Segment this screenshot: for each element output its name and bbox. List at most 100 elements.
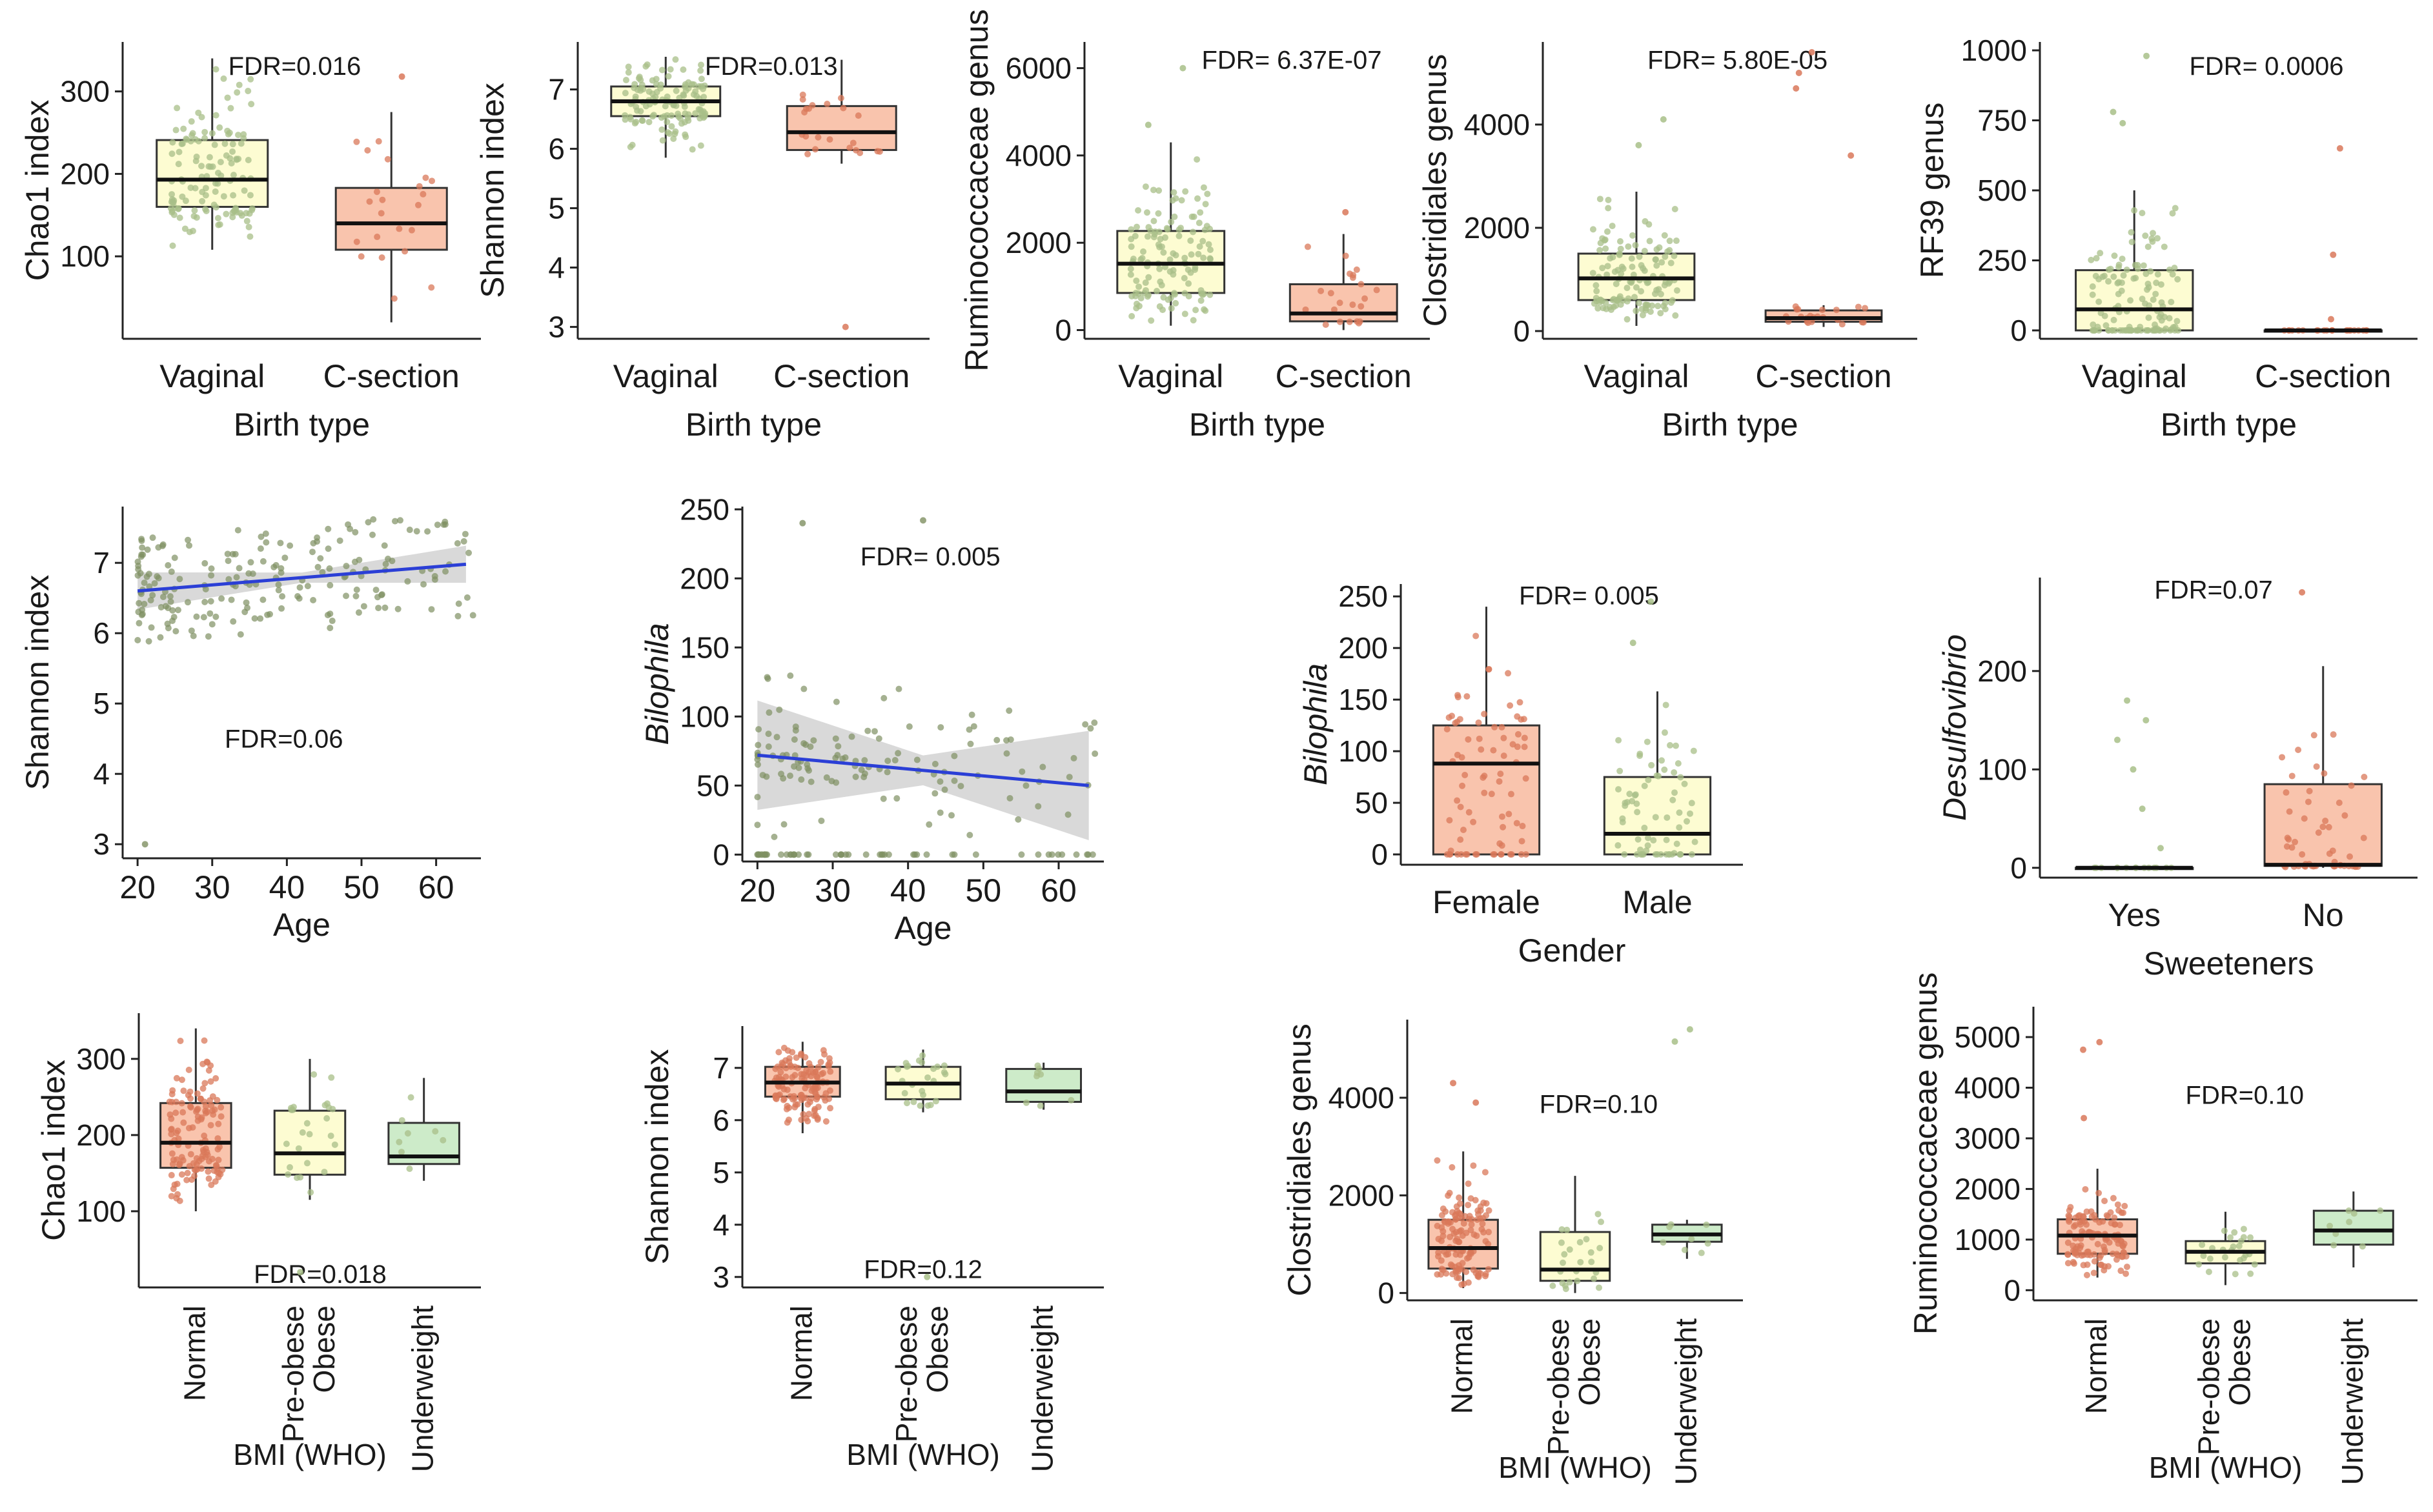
data-point (2227, 1234, 2234, 1241)
x-tick-label: C-section (1276, 358, 1412, 394)
data-point (1478, 746, 1485, 753)
data-point (309, 549, 316, 556)
y-tick-label: 100 (1977, 752, 2027, 786)
data-point (2120, 272, 2127, 279)
data-point (2169, 271, 2176, 278)
data-point (249, 207, 256, 214)
data-point (1456, 716, 1463, 723)
data-point (800, 1111, 807, 1118)
data-point (798, 776, 805, 783)
data-point (209, 1107, 216, 1114)
data-point (209, 163, 216, 170)
data-point (2097, 250, 2104, 257)
data-point (1624, 799, 1631, 806)
data-point (1645, 834, 1652, 842)
data-point (243, 599, 250, 606)
data-point (763, 773, 770, 780)
data-point (2283, 789, 2290, 796)
outlier-point (1472, 1099, 1480, 1106)
data-point (233, 574, 240, 581)
data-point (1166, 268, 1174, 275)
data-point (1185, 266, 1192, 273)
data-point (2301, 815, 2308, 822)
data-point (2093, 255, 2100, 262)
data-point (1471, 1231, 1478, 1238)
data-point (187, 137, 194, 145)
data-point (2166, 266, 2173, 273)
data-point (1190, 228, 1197, 236)
fdr-annotation: FDR= 5.80E-05 (1647, 46, 1827, 75)
data-point (2348, 782, 2355, 789)
data-point (1202, 201, 1209, 208)
data-point (2090, 1269, 2097, 1276)
data-point (382, 561, 389, 568)
data-point (901, 1090, 908, 1097)
data-point (972, 851, 979, 858)
y-tick-label: 0 (713, 838, 729, 871)
data-point (817, 1058, 824, 1065)
data-point (139, 544, 146, 551)
data-point (1169, 197, 1176, 204)
y-tick-label: 300 (76, 1042, 126, 1076)
data-point (1602, 299, 1609, 307)
data-point (832, 735, 839, 742)
data-point (1653, 262, 1660, 269)
data-point (169, 139, 176, 146)
data-point (1181, 275, 1188, 282)
x-axis-title: Age (273, 907, 331, 943)
data-point (2090, 321, 2097, 328)
outlier-point (1342, 208, 1349, 216)
data-point (917, 1102, 924, 1109)
data-point (2170, 324, 2177, 331)
data-point (230, 172, 237, 179)
data-point (203, 1149, 210, 1156)
y-axis-title: Ruminococcaceae genus (959, 9, 995, 371)
data-point (1625, 295, 1632, 302)
data-point (2359, 1243, 2366, 1250)
data-point (2150, 327, 2157, 334)
data-point (287, 542, 294, 549)
data-point (1792, 303, 1799, 310)
data-point (214, 1135, 221, 1142)
data-point (184, 1169, 191, 1176)
x-tick-label: Pre-obese (890, 1305, 923, 1442)
data-point (1128, 312, 1135, 319)
data-point (238, 140, 245, 147)
y-axis-title: Ruminococcaceae genus (1908, 973, 1944, 1335)
y-tick-label: 1000 (1961, 34, 2027, 67)
x-tick-label: No (2303, 897, 2344, 933)
y-tick-label: 0 (1513, 314, 1530, 348)
data-point (216, 124, 223, 131)
data-point (937, 778, 944, 785)
data-point (1593, 282, 1600, 289)
data-point (406, 527, 413, 534)
data-point (1327, 290, 1334, 297)
fdr-annotation: FDR=0.10 (1540, 1091, 1658, 1119)
data-point (2095, 327, 2102, 334)
data-point (1205, 241, 1212, 248)
data-point (1150, 186, 1157, 194)
data-point (1150, 217, 1157, 225)
data-point (625, 63, 632, 70)
data-point (682, 87, 689, 94)
data-point (926, 821, 933, 828)
data-point (1498, 851, 1505, 858)
data-point (1662, 253, 1669, 260)
data-point (634, 86, 641, 94)
outlier-point (920, 517, 926, 524)
data-point (919, 1052, 926, 1059)
data-point (881, 694, 888, 701)
data-point (1593, 288, 1600, 295)
data-point (168, 191, 176, 198)
data-point (352, 592, 360, 600)
outlier-point (1795, 70, 1802, 76)
data-point (799, 96, 806, 103)
data-point (792, 723, 799, 731)
y-axis-title: Shannon index (639, 1049, 675, 1265)
data-point (675, 110, 682, 117)
data-point (801, 109, 808, 116)
x-tick-label: 30 (815, 872, 851, 909)
data-point (208, 572, 215, 579)
data-point (2070, 1242, 2077, 1249)
data-point (791, 736, 798, 743)
